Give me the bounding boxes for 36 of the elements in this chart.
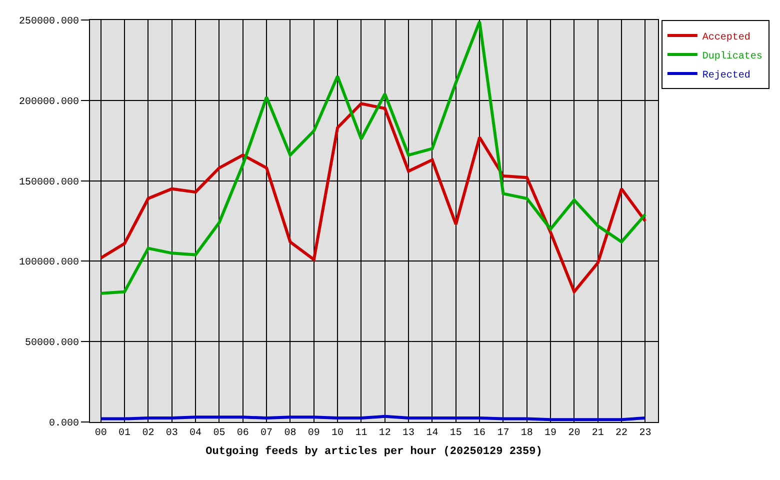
x-tick-label: 15 bbox=[450, 428, 462, 439]
x-tick-label: 20 bbox=[568, 428, 580, 439]
line-series bbox=[99, 20, 647, 295]
x-tick-label: 18 bbox=[520, 428, 533, 439]
x-tick-label: 05 bbox=[213, 428, 226, 439]
x-axis-title: Outgoing feeds by articles per hour (20250129 2359) bbox=[206, 445, 542, 458]
x-tick-label: 13 bbox=[402, 428, 415, 439]
x-tick-label: 21 bbox=[592, 428, 604, 439]
x-tick-label: 03 bbox=[166, 428, 178, 439]
x-tick-label: 23 bbox=[639, 428, 652, 439]
x-tick-label: 06 bbox=[236, 428, 249, 439]
x-tick-label: 02 bbox=[142, 428, 154, 439]
x-tick-label: 04 bbox=[190, 428, 202, 439]
y-tick-label: 150000.000 bbox=[18, 177, 79, 188]
y-tick-label: 0.000 bbox=[48, 418, 79, 430]
x-tick-label: 12 bbox=[378, 428, 391, 439]
line-series bbox=[99, 102, 647, 294]
y-tick-label: 50000.000 bbox=[24, 338, 79, 350]
x-tick-label: 10 bbox=[332, 428, 344, 439]
legend-label: Duplicates bbox=[702, 50, 762, 62]
x-tick-label: 14 bbox=[426, 428, 438, 439]
x-tick-label: 22 bbox=[616, 428, 628, 439]
x-tick-label: 19 bbox=[544, 428, 557, 439]
y-tick-label: 250000.000 bbox=[18, 16, 79, 28]
x-tick-label: 16 bbox=[474, 428, 486, 439]
x-tick-label: 09 bbox=[308, 428, 320, 439]
legend-label: Accepted bbox=[702, 31, 750, 44]
x-tick-label: 07 bbox=[260, 428, 273, 439]
x-tick-label: 17 bbox=[497, 428, 510, 439]
legend-label: Rejected bbox=[702, 69, 750, 82]
y-tick-label: 200000.000 bbox=[18, 96, 79, 108]
x-tick-label: 00 bbox=[94, 428, 107, 439]
x-tick-label: 08 bbox=[284, 428, 296, 439]
x-tick-label: 01 bbox=[118, 428, 131, 439]
y-tick-label: 100000.000 bbox=[18, 258, 79, 269]
x-tick-label: 11 bbox=[355, 428, 368, 439]
